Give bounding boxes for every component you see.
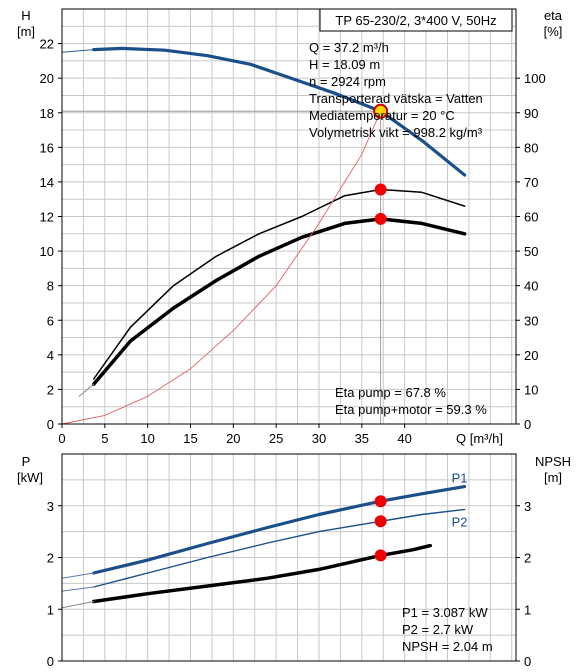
right-tick-label: 10 bbox=[524, 382, 538, 397]
bottom-left-axis-label-1: P bbox=[22, 454, 31, 469]
top-left-axis-label-2: [m] bbox=[17, 24, 35, 39]
x-tick-label: 40 bbox=[397, 431, 411, 446]
x-tick-label: 35 bbox=[355, 431, 369, 446]
x-tick-label: 5 bbox=[101, 431, 108, 446]
data-point-marker-3 bbox=[374, 549, 387, 562]
right-tick-label: 0 bbox=[524, 654, 531, 669]
x-tick-label: 25 bbox=[269, 431, 283, 446]
series-line-3 bbox=[93, 508, 466, 588]
series-line-1 bbox=[92, 485, 467, 575]
info-line-h: H = 18.09 m bbox=[309, 57, 380, 72]
left-tick-label: 2 bbox=[47, 382, 54, 397]
left-tick-label: 0 bbox=[47, 654, 54, 669]
left-tick-label: 16 bbox=[40, 140, 54, 155]
series-line-2 bbox=[61, 49, 95, 53]
info-line-n: n = 2924 rpm bbox=[309, 74, 386, 89]
operating-point-info: Q = 37.2 m³/h H = 18.09 m n = 2924 rpm T… bbox=[309, 40, 483, 140]
bottom-right-axis-label-1: NPSH bbox=[535, 454, 571, 469]
data-point-marker-3 bbox=[374, 212, 387, 225]
right-tick-label: 80 bbox=[524, 140, 538, 155]
series-line-4 bbox=[92, 188, 466, 380]
series-line-7 bbox=[61, 110, 382, 425]
series-line-6 bbox=[61, 601, 95, 609]
left-tick-label: 12 bbox=[40, 210, 54, 225]
operating-point-marker bbox=[373, 103, 389, 119]
series-line-6 bbox=[78, 383, 95, 397]
series-line-2 bbox=[61, 572, 95, 579]
title-box bbox=[319, 8, 513, 32]
left-tick-label: 3 bbox=[47, 499, 54, 514]
x-tick-label: 30 bbox=[312, 431, 326, 446]
left-tick-label: 20 bbox=[40, 71, 54, 86]
x-tick-label: 10 bbox=[140, 431, 154, 446]
series-line-1 bbox=[92, 46, 467, 177]
right-tick-label: 1 bbox=[524, 602, 531, 617]
bottom-panel: 0 1 2 3 0 1 2 3 P [kW] NPSH [m] P1 P2 P1 = 3.087… bbox=[17, 453, 571, 669]
power-info: P1 = 3.087 kW P2 = 2.7 kW NPSH = 2.04 m bbox=[402, 605, 493, 654]
left-tick-label: 1 bbox=[47, 602, 54, 617]
top-right-axis-label-2: [%] bbox=[544, 24, 563, 39]
bottom-left-axis-label-2: [kW] bbox=[17, 470, 43, 485]
series-line-5 bbox=[91, 543, 433, 604]
npsh-text: NPSH = 2.04 m bbox=[402, 639, 493, 654]
right-tick-label: 70 bbox=[524, 175, 538, 190]
x-tick-label: 0 bbox=[58, 431, 65, 446]
left-tick-label: 14 bbox=[40, 175, 54, 190]
series-label-p1: P1 bbox=[452, 470, 468, 485]
right-tick-label: 3 bbox=[524, 499, 531, 514]
left-tick-label: 6 bbox=[47, 313, 54, 328]
p1-text: P1 = 3.087 kW bbox=[402, 605, 488, 620]
eta-pump-motor-text: Eta pump+motor = 59.3 % bbox=[335, 402, 487, 417]
right-tick-label: 50 bbox=[524, 244, 538, 259]
right-tick-label: 60 bbox=[524, 210, 538, 225]
left-tick-label: 8 bbox=[47, 279, 54, 294]
data-point-marker-2 bbox=[374, 183, 387, 196]
series-label-p2: P2 bbox=[452, 514, 468, 529]
right-tick-label: 100 bbox=[524, 71, 546, 86]
top-right-axis-label-1: eta bbox=[544, 8, 563, 23]
data-point-marker-2 bbox=[374, 515, 387, 528]
left-tick-label: 0 bbox=[47, 417, 54, 432]
right-tick-label: 20 bbox=[524, 348, 538, 363]
info-line-q: Q = 37.2 m³/h bbox=[309, 40, 389, 55]
right-tick-label: 0 bbox=[524, 417, 531, 432]
eta-pump-text: Eta pump = 67.8 % bbox=[335, 385, 446, 400]
right-tick-label: 2 bbox=[524, 551, 531, 566]
efficiency-info: Eta pump = 67.8 % Eta pump+motor = 59.3 … bbox=[335, 385, 487, 417]
p2-text: P2 = 2.7 kW bbox=[402, 622, 474, 637]
left-tick-label: 22 bbox=[40, 37, 54, 52]
series-line-4 bbox=[61, 586, 95, 592]
bottom-right-axis-label-2: [m] bbox=[544, 470, 562, 485]
left-tick-label: 18 bbox=[40, 106, 54, 121]
x-tick-label: 15 bbox=[183, 431, 197, 446]
right-tick-label: 40 bbox=[524, 279, 538, 294]
series-line-5 bbox=[91, 217, 467, 386]
top-left-axis-label-1: H bbox=[21, 8, 30, 23]
info-line-density: Volymetrisk vikt = 998.2 kg/m³ bbox=[309, 125, 483, 140]
chart-title: TP 65-230/2, 3*400 V, 50Hz bbox=[335, 13, 496, 28]
top-panel: 0246810121416182022010203040506070809010… bbox=[17, 8, 563, 446]
data-point-marker-1 bbox=[374, 495, 387, 508]
x-tick-label: 20 bbox=[226, 431, 240, 446]
info-line-liquid: Transporterad vätska = Vatten bbox=[309, 91, 483, 106]
x-axis-label: Q [m³/h] bbox=[456, 431, 503, 446]
info-line-temperature: Mediatemperatur = 20 °C bbox=[309, 108, 455, 123]
right-tick-label: 90 bbox=[524, 106, 538, 121]
right-tick-label: 30 bbox=[524, 313, 538, 328]
left-tick-label: 2 bbox=[47, 551, 54, 566]
left-tick-label: 4 bbox=[47, 348, 54, 363]
left-tick-label: 10 bbox=[40, 244, 54, 259]
